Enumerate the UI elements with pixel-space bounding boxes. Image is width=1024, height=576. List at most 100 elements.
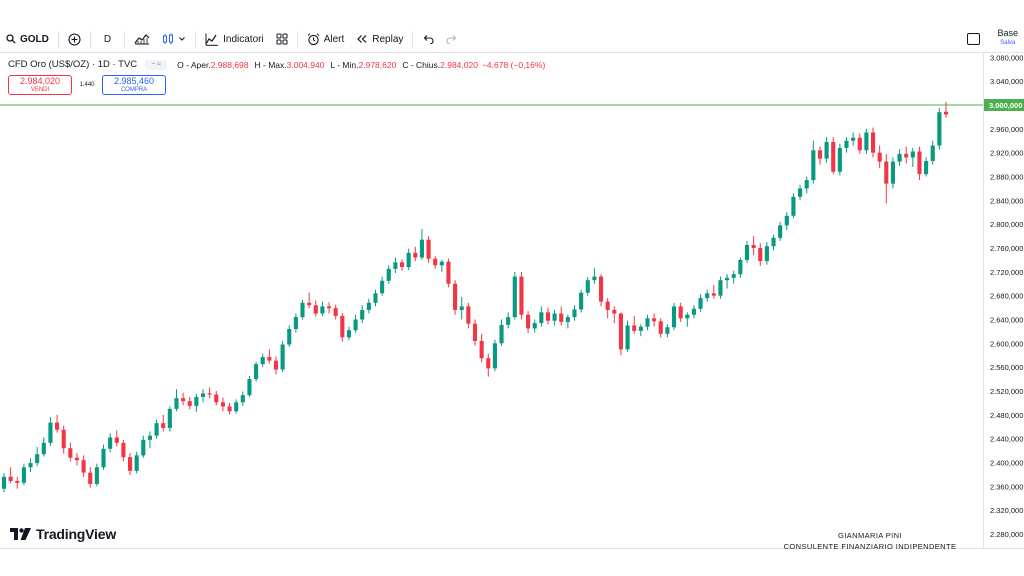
candle-body (917, 151, 922, 175)
toolbar-divider (57, 30, 59, 48)
open-label: O - Aper. (177, 59, 211, 70)
area-chart-icon (134, 34, 150, 45)
high-label: H - Max. (254, 59, 287, 70)
candle-body (512, 276, 517, 318)
candle-body (897, 153, 902, 162)
y-tick-label: 2.600,000 (990, 339, 1023, 348)
candle-body (94, 467, 99, 484)
interval-button[interactable]: D (94, 26, 121, 53)
candle-body (346, 330, 352, 338)
y-tick-label: 2.360,000 (990, 482, 1023, 491)
symbol-search-button[interactable]: GOLD (0, 26, 55, 53)
candle-body (307, 302, 312, 306)
sell-price: 2.984,020 (19, 76, 61, 86)
close-label: C - Chius. (402, 59, 441, 70)
candle-body (200, 393, 206, 397)
tradingview-logo[interactable]: TradingView (10, 526, 116, 542)
y-tick-label: 2.680,000 (990, 292, 1023, 301)
candle-body (227, 406, 232, 412)
candle-body (426, 239, 431, 259)
replay-button[interactable]: Replay (350, 26, 409, 53)
y-tick-label: 2.440,000 (990, 435, 1023, 444)
y-tick-label: 2.480,000 (990, 411, 1023, 420)
candle-body (280, 344, 285, 370)
candle-body (711, 293, 716, 296)
candle-body (718, 280, 723, 296)
y-tick-label: 2.720,000 (990, 268, 1023, 277)
y-tick-label: 3.040,000 (990, 77, 1023, 86)
candle-body (134, 455, 139, 471)
approx-icon[interactable]: − ≈ (145, 59, 168, 70)
undo-button[interactable] (416, 26, 440, 53)
candle-body (194, 396, 199, 406)
candle-body (167, 408, 172, 428)
candle-body (884, 161, 889, 184)
candle-body (234, 402, 239, 412)
candle-body (492, 343, 497, 369)
close-value: 2.984,020 (440, 59, 478, 70)
candle-body (731, 274, 736, 278)
replay-label: Replay (372, 33, 404, 45)
layout-save-button[interactable]: Base Salva (997, 28, 1018, 48)
candle-body (791, 196, 796, 216)
candle-body (88, 472, 93, 484)
sell-button[interactable]: 2.984,020 VENDI (8, 75, 72, 95)
bar-style-button[interactable] (128, 26, 156, 53)
candle-body (870, 132, 876, 153)
candle-body (479, 340, 484, 359)
candle-body (930, 145, 935, 162)
layout-name: Base (997, 28, 1018, 38)
author-title: CONSULENTE FINANZIARIO INDIPENDENTE (783, 542, 957, 551)
candle-body (373, 293, 378, 303)
price-chart[interactable]: 3.080,000 3.040,000 3.000,000 2.960,000 2.92… (0, 53, 1024, 548)
candle-body (187, 401, 192, 406)
candle-body (552, 313, 557, 321)
y-tick-label: 2.640,000 (990, 316, 1023, 325)
candle-body (817, 150, 823, 159)
candle-body (287, 329, 292, 345)
y-tick-label: 2.280,000 (990, 530, 1023, 539)
y-tick-label: 2.320,000 (990, 506, 1023, 515)
candle-body (585, 280, 590, 293)
candle-body (671, 306, 677, 328)
layout-square-icon[interactable] (967, 33, 980, 45)
alert-button[interactable]: Alert (301, 26, 351, 53)
symbol-label: GOLD (20, 33, 49, 45)
candle-body (1, 476, 7, 489)
candle-body (539, 312, 544, 324)
candle-body (141, 439, 146, 456)
y-tick-label: 2.920,000 (990, 149, 1023, 158)
high-value: 3.004,940 (286, 59, 325, 70)
candle-body (181, 398, 186, 402)
candle-body (645, 318, 650, 327)
chart-legend: CFD Oro (US$/OZ) · 1D · TVC − ≈ O - Aper… (8, 59, 545, 70)
redo-button[interactable] (440, 26, 464, 53)
candle-body (592, 276, 597, 281)
tradingview-logo-icon (10, 528, 31, 540)
author-watermark: GIANMARIA PINI CONSULENTE FINANZIARIO IN… (760, 530, 980, 552)
candle-body (910, 151, 915, 158)
compare-symbol-button[interactable] (62, 26, 87, 53)
candle-body (393, 262, 398, 269)
candle-body (751, 245, 756, 248)
candle-body (618, 313, 624, 350)
candle-body (419, 239, 424, 258)
y-tick-label: 2.400,000 (990, 459, 1023, 468)
candle-body (904, 153, 909, 158)
y-tick-label: 3.080,000 (990, 53, 1023, 62)
indicators-button[interactable]: Indicatori (199, 26, 270, 53)
candle-body (174, 398, 179, 409)
plus-circle-icon (68, 32, 81, 46)
candle-style-button[interactable] (156, 26, 192, 53)
chevron-down-icon (179, 37, 186, 41)
candle-body (293, 317, 298, 330)
buy-button[interactable]: 2.985,460 COMPRA (102, 75, 166, 95)
search-icon (6, 34, 16, 44)
candle-body (413, 252, 418, 258)
candle-body (260, 357, 265, 365)
candle-body (360, 309, 365, 320)
templates-button[interactable] (270, 26, 294, 53)
candle-body (804, 180, 809, 189)
candle-body (300, 302, 305, 318)
